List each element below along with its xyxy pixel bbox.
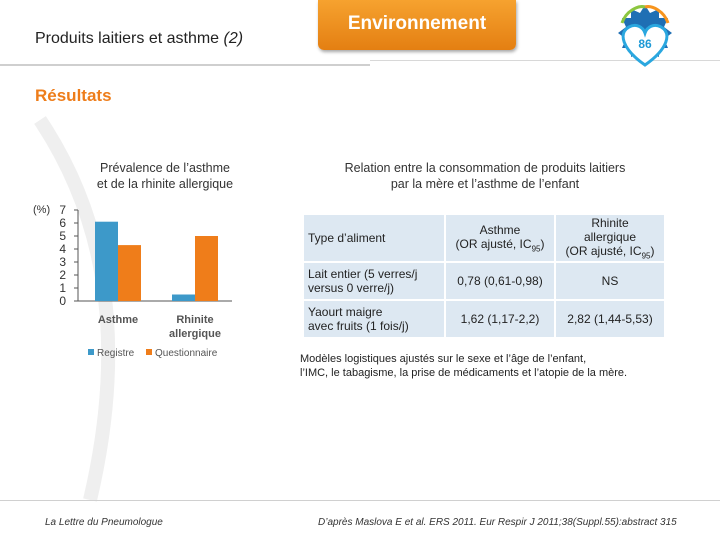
chart-title: Prévalence de l’asthme et de la rhinite … [96,161,234,191]
y-tick-label: 0 [59,294,66,308]
environment-tab: Environnement [318,0,516,50]
page-number: 86 [638,37,652,51]
header-bar [0,8,370,66]
y-tick-label: 6 [59,216,66,230]
food-cell: Lait entier (5 verres/j versus 0 verre/j) [302,261,446,301]
y-tick-label: 1 [59,281,66,295]
table-row: Lait entier (5 verres/j versus 0 verre/j)… [302,261,666,301]
bar [95,221,118,301]
environment-tab-label: Environnement [347,13,487,34]
journal-name: La Lettre du Pneumologue [45,517,163,528]
heart-badge-icon [618,5,672,67]
rhinitis-cell: NS [554,261,666,301]
legend-swatch [88,349,94,355]
page-number-badge: 86 [612,3,678,75]
citation: D’après Maslova E et al. ERS 2011. Eur R… [318,517,677,528]
asthma-cell: 1,62 (1,17-2,2) [444,299,556,339]
x-tick-label: allergique [169,328,221,340]
food-cell: Yaourt maigre avec fruits (1 fois/j) [302,299,446,339]
section-title: Résultats [35,86,112,105]
legend-swatch [146,349,152,355]
y-tick-label: 5 [59,229,66,243]
model-note: Modèles logistiques ajustés sur le sexe … [300,353,628,379]
header-rhinitis: Rhinite allergique (OR ajusté, IC95) [554,213,666,263]
rhinitis-cell: 2,82 (1,44-5,53) [554,299,666,339]
y-axis-label: (%) [33,204,50,216]
bar [172,294,195,301]
x-tick-label: Asthme [98,314,138,326]
header-food-type: Type d’aliment [302,213,446,263]
y-tick-label: 2 [59,268,66,282]
y-tick-label: 7 [59,203,66,217]
asthma-cell: 0,78 (0,61-0,98) [444,261,556,301]
odds-ratio-table: Type d’aliment Asthme (OR ajusté, IC95) … [302,213,666,339]
bar [118,245,141,301]
header-asthma: Asthme (OR ajusté, IC95) [444,213,556,263]
y-tick-label: 3 [59,255,66,269]
y-tick-label: 4 [59,242,66,256]
legend-label: Questionnaire [155,348,218,359]
footer-divider [0,500,720,501]
table-header-row: Type d’aliment Asthme (OR ajusté, IC95) … [302,213,666,263]
table-title: Relation entre la consommation de produi… [344,161,626,191]
legend-label: Registre [97,348,135,359]
x-tick-label: Rhinite [176,314,213,326]
bar [195,236,218,301]
table-row: Yaourt maigre avec fruits (1 fois/j) 1,62… [302,299,666,339]
page-title: Produits laitiers et asthme (2) [35,30,244,47]
